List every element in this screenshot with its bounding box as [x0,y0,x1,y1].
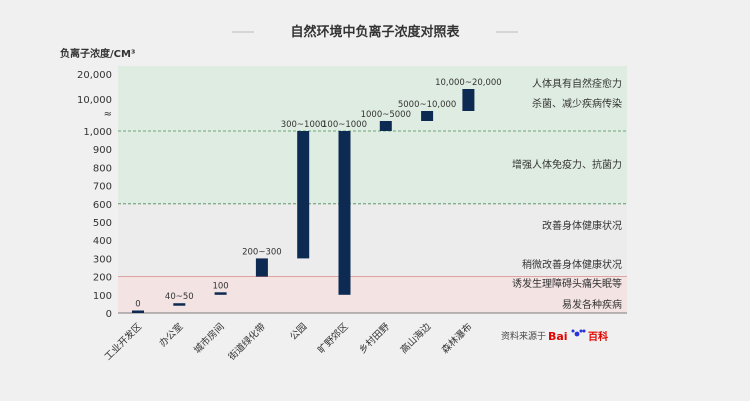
bar-value-label: 40~50 [165,292,194,302]
x-tick-label: 工业开发区 [102,320,144,362]
bars [132,89,475,313]
y-tick-label: 1,000 [83,127,112,138]
bar-value-label: 10,000~20,000 [435,78,502,88]
y-tick-labels: 0 100 200 300 400 500 600 700 800 900 1,000 ≈10,000… [77,70,112,320]
y-tick-label: 100 [93,291,112,302]
bar [462,89,475,111]
source-label: 资料来源于 [501,330,546,342]
zone-band [118,294,627,313]
zone-labels: 易发各种疾病 诱发生理障碍头痛失眠等 稍微改善身体健康状况 改善身体健康状况 增强人体免… [512,77,622,311]
bar-value-label: 200~300 [242,247,282,257]
zone-band [118,203,627,277]
bar [255,258,268,277]
bar-value-label: 0 [135,300,140,310]
y-tick-label: 700 [93,182,112,193]
x-tick-label: 公园 [288,321,309,342]
y-tick-label: 10,000 [77,95,112,106]
zone-label: 人体具有自然痊愈力 [532,77,622,90]
bar [132,310,144,313]
zone-label: 杀菌、减少疾病传染 [532,97,622,110]
y-tick-label: 800 [93,163,112,174]
y-tick-label: 600 [93,200,112,211]
x-tick-label: 城市房间 [191,321,226,356]
y-tick-label: 20,000 [77,70,112,81]
baidu-logo-text: Bai [548,330,568,343]
bar-value-label: 100 [212,281,228,291]
chart-title: 自然环境中负离子浓度对照表 [290,24,460,40]
y-tick-label: 0 [106,309,112,320]
paw-icon [571,329,586,337]
x-tick-label: 乡村田野 [357,320,393,356]
zone-band [118,276,627,295]
y-axis-title: 负离子浓度/CM³ [60,47,135,60]
zone-label: 易发各种疾病 [562,298,622,311]
bar-value-label: 100~1000 [322,120,367,130]
source-attribution: 资料来源于 Bai 百科 [501,329,608,343]
zone-bands [118,66,627,313]
x-tick-label: 街道绿化带 [226,320,268,362]
y-tick-label: 400 [93,236,112,247]
bar [379,121,392,131]
y-tick-label: ≈ [104,109,112,120]
bar-value-labels: 0 40~50 100 200~300 300~1000100~10001000~500… [135,78,501,310]
zone-band [118,131,627,204]
bar-value-label: 300~1000 [281,120,326,130]
bar [421,111,434,121]
bar [214,292,227,295]
zone-label: 稍微改善身体健康状况 [522,258,622,271]
x-tick-label: 旷野郊区 [315,320,351,356]
zone-label: 诱发生理障碍头痛失眠等 [512,277,622,290]
bar-value-label: 1000~5000 [361,110,411,120]
bar [297,131,310,259]
zone-label: 改善身体健康状况 [542,219,622,232]
baidu-logo-cn: 百科 [588,330,608,343]
zone-band [118,121,627,131]
bar [338,131,351,295]
y-tick-label: 200 [93,273,112,284]
y-tick-label: 300 [93,254,112,265]
y-tick-label: 500 [93,218,112,229]
x-tick-label: 森林瀑布 [439,321,474,356]
x-tick-labels: 工业开发区 办公室 城市房间 街道绿化带 公园 旷野郊区 乡村田野 高山海边 森林瀑布 [102,320,474,362]
bar [173,303,186,306]
gridlines [118,130,627,314]
zone-band [118,111,627,121]
x-tick-label: 高山海边 [398,320,434,356]
zone-label: 增强人体免疫力、抗菌力 [512,158,622,171]
x-tick-label: 办公室 [157,321,186,350]
y-tick-label: 900 [93,145,112,156]
zone-band [118,66,627,111]
bar-value-label: 5000~10,000 [398,100,457,110]
